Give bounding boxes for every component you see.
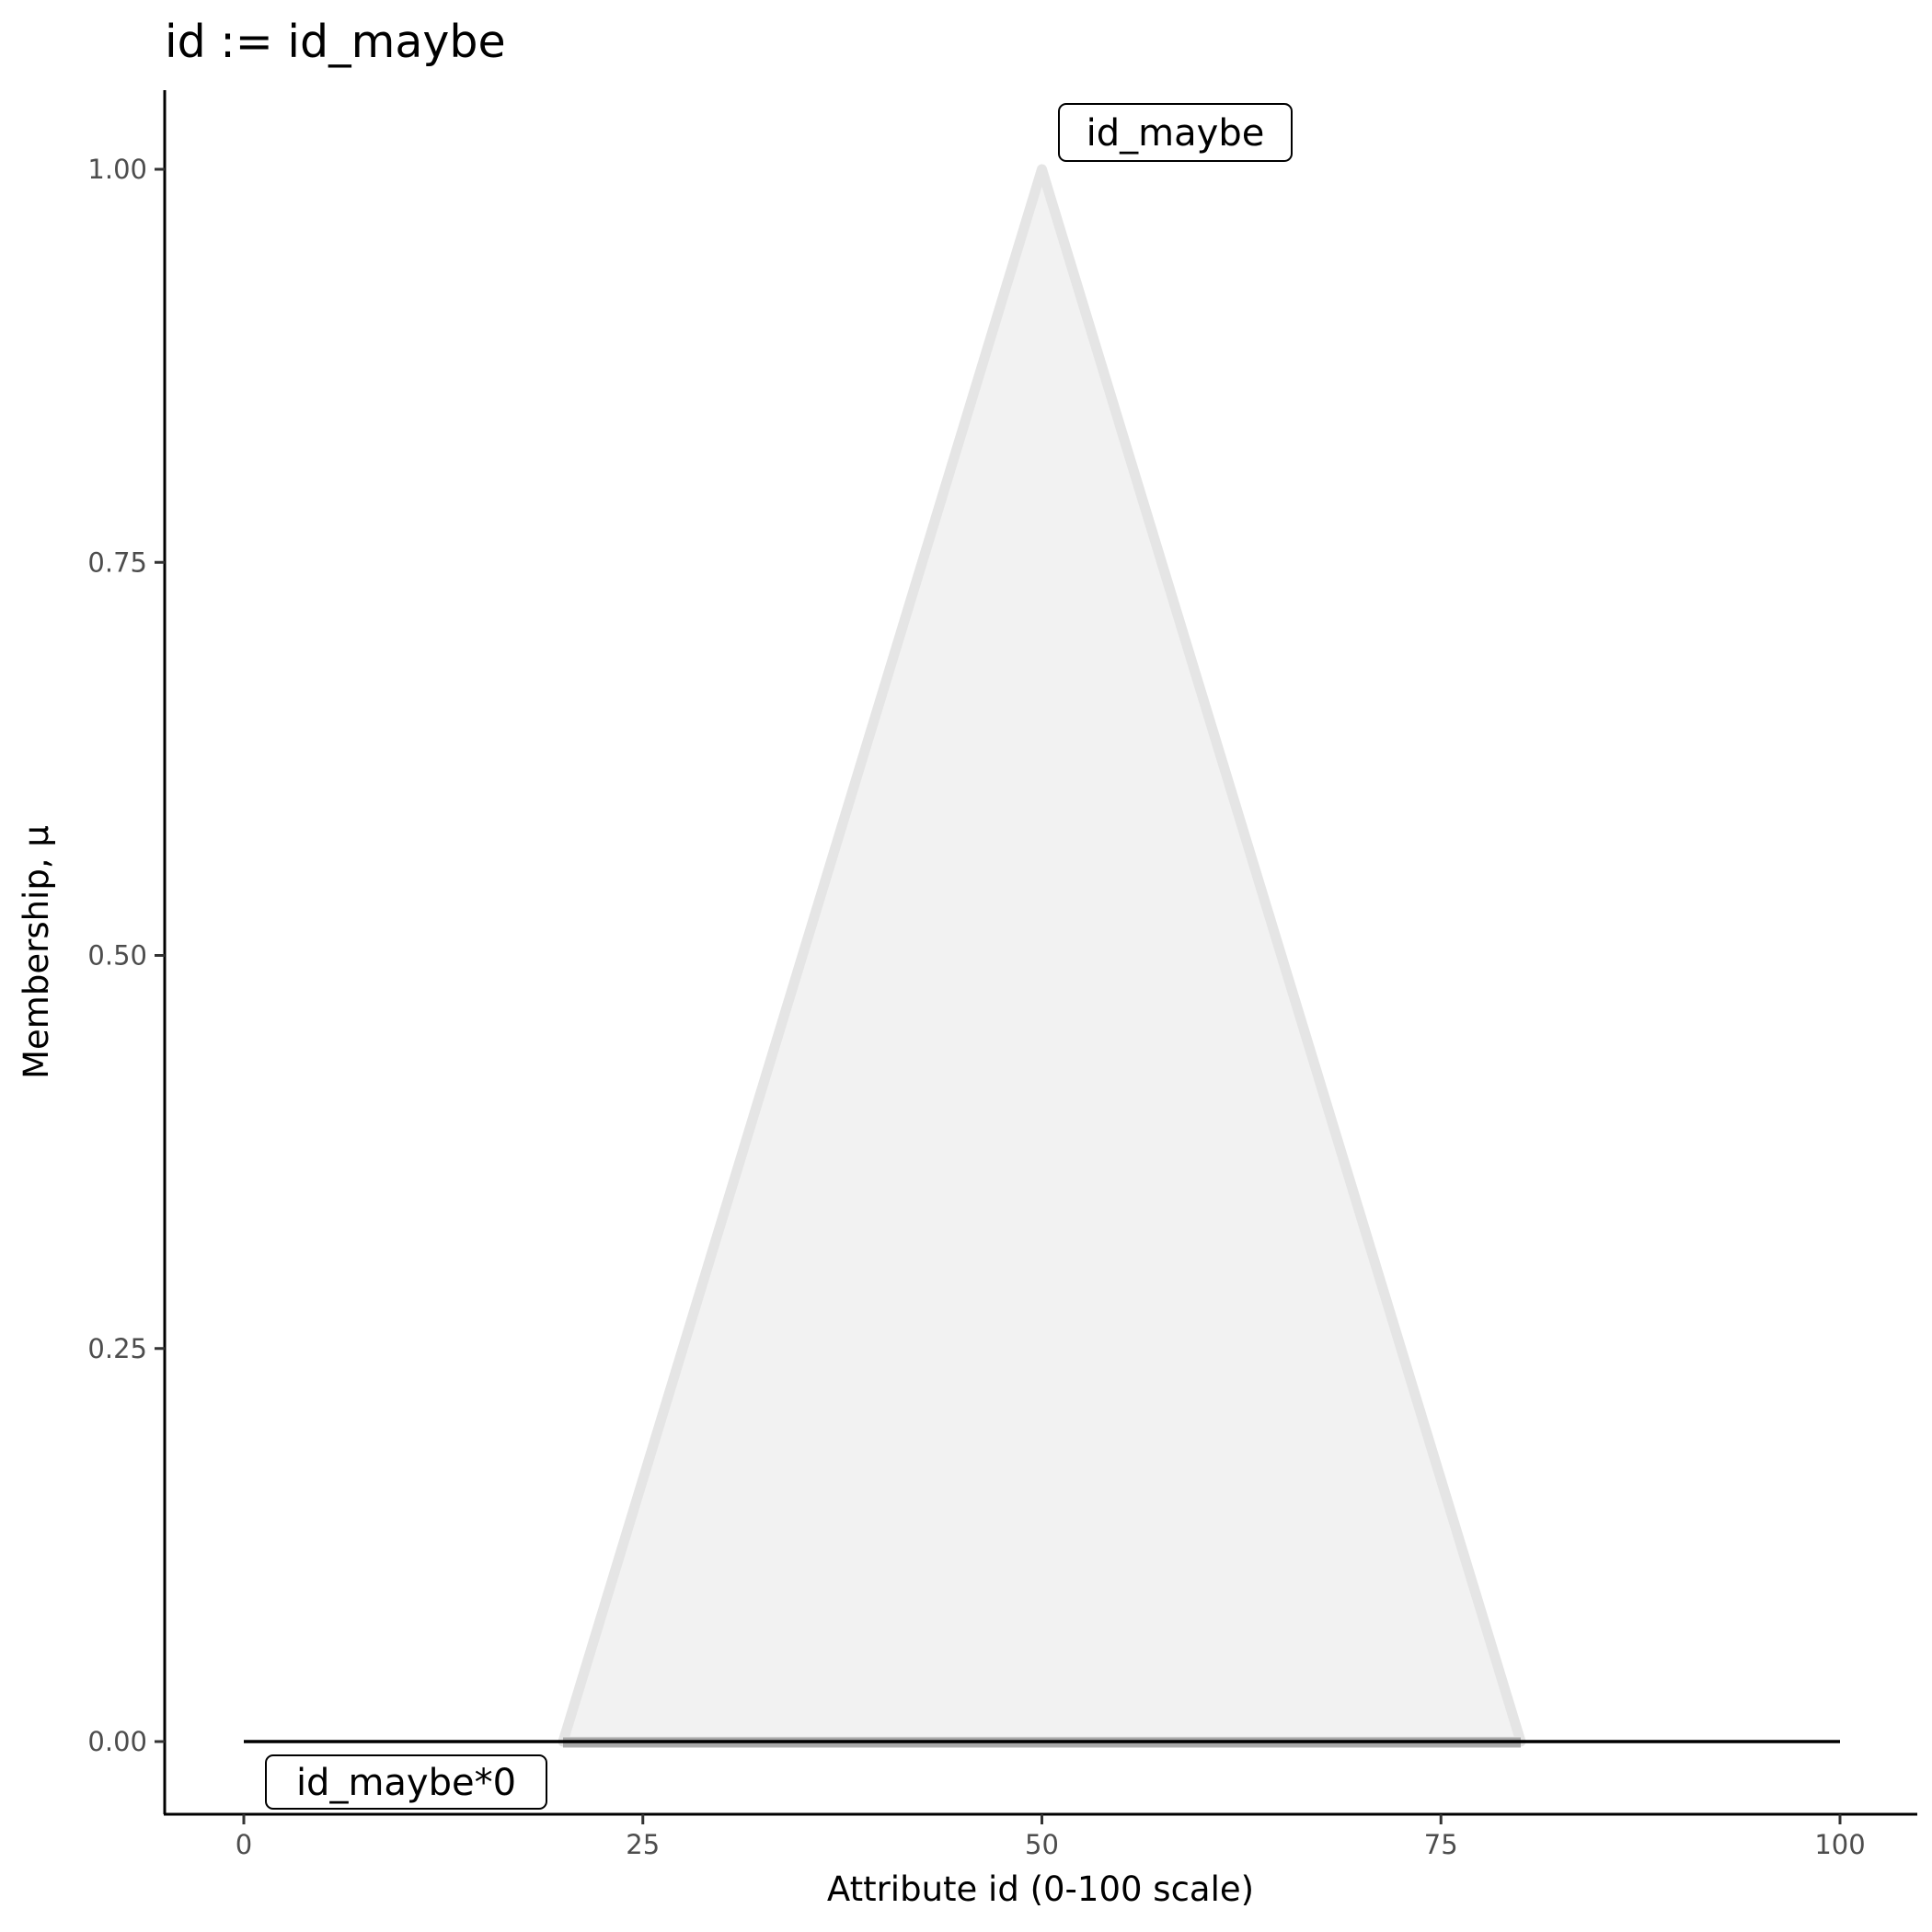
annotation-label: id_maybe bbox=[1087, 112, 1265, 155]
membership-triangle-id-maybe bbox=[558, 164, 1526, 1747]
y-tick-label: 0.00 bbox=[87, 1726, 147, 1757]
x-ticks: 0 25 50 75 100 bbox=[236, 1814, 1866, 1860]
annotation-label: id_maybe*0 bbox=[296, 1762, 516, 1804]
y-tick-label: 0.50 bbox=[87, 940, 147, 972]
x-tick-label: 100 bbox=[1814, 1829, 1865, 1860]
x-tick-label: 0 bbox=[236, 1829, 252, 1860]
plot-area bbox=[244, 164, 1840, 1748]
x-axis-title: Attribute id (0-100 scale) bbox=[827, 1869, 1254, 1909]
annotation-box bbox=[265, 1754, 547, 1810]
x-tick-label: 75 bbox=[1424, 1829, 1458, 1860]
chart-title: id := id_maybe bbox=[165, 16, 506, 68]
y-tick-label: 0.25 bbox=[87, 1333, 147, 1364]
y-tick-label: 0.75 bbox=[87, 546, 147, 578]
y-ticks: 0.00 0.25 0.50 0.75 1.00 bbox=[87, 154, 165, 1757]
annotation-box bbox=[1058, 103, 1293, 162]
y-tick-label: 1.00 bbox=[87, 154, 147, 185]
x-tick-label: 50 bbox=[1025, 1829, 1059, 1860]
x-tick-label: 25 bbox=[626, 1829, 660, 1860]
y-axis-title: Membership, μ bbox=[17, 825, 56, 1079]
annotations: id_maybe id_maybe*0 bbox=[265, 103, 1293, 1810]
